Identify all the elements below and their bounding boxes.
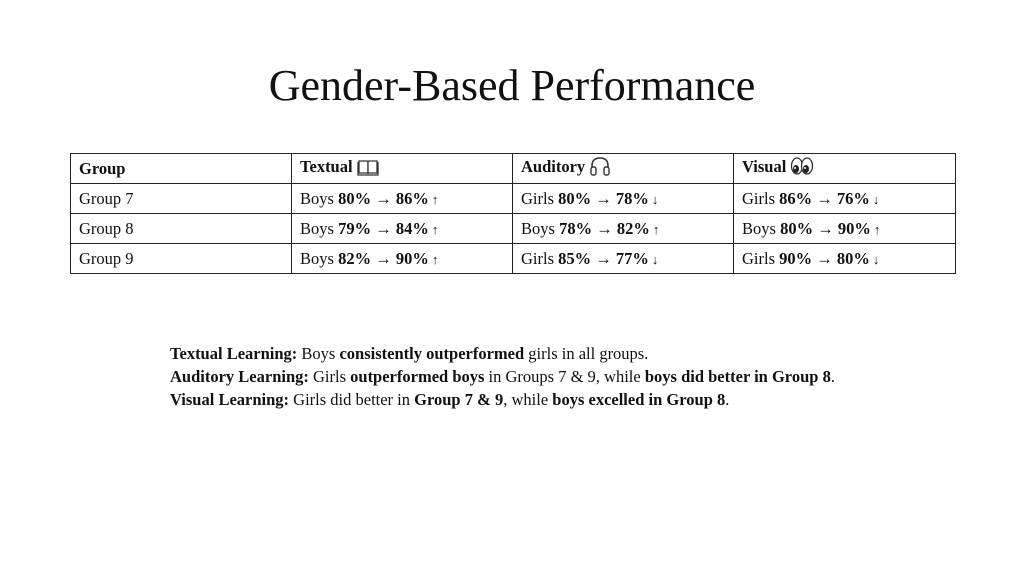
note-auditory: Auditory Learning: Girls outperformed bo… <box>170 365 860 388</box>
cell-visual: Girls 90% → 80% ↓ <box>733 243 956 274</box>
cell-textual: Boys 80% → 86% ↑ <box>291 183 513 214</box>
trend-icon: ↑ <box>652 221 660 237</box>
note-emphasis: consistently outperformed <box>339 344 525 363</box>
eyes-icon <box>790 156 814 181</box>
header-group-label: Group <box>79 158 126 178</box>
cell-change: 79% → 84% <box>338 218 429 238</box>
slide-title: Gender-Based Performance <box>268 61 756 110</box>
trend-icon: ↑ <box>431 221 439 237</box>
cell-change: 80% → 90% <box>780 218 871 238</box>
header-auditory-label: Auditory <box>521 157 586 176</box>
row-group-label: Group 7 <box>70 183 292 214</box>
trend-icon: ↓ <box>872 191 880 207</box>
note-text: Boys <box>301 344 336 363</box>
cell-change: 78% → 82% <box>559 218 650 238</box>
note-textual: Textual Learning: Boys consistently outp… <box>170 342 860 365</box>
note-text: . <box>830 367 835 386</box>
trend-icon: ↓ <box>872 251 880 267</box>
header-textual-label: Textual <box>300 156 353 176</box>
table-row: Group 7 Boys 80% → 86% ↑ Girls 80% → 78% ↓… <box>70 183 956 214</box>
trend-icon: ↓ <box>651 251 659 267</box>
cell-gender: Boys <box>742 218 776 238</box>
note-text: Girls <box>313 367 347 386</box>
note-text: Girls did better in <box>293 390 411 409</box>
cell-change: 85% → 77% <box>558 248 649 268</box>
cell-gender: Girls <box>521 188 554 208</box>
note-text: in Groups 7 & 9, while <box>488 367 641 386</box>
note-text: , while <box>503 390 549 409</box>
cell-textual: Boys 79% → 84% ↑ <box>291 213 513 244</box>
performance-table: Group Textual Auditory Visual Group 7 Bo… <box>70 153 956 274</box>
book-icon <box>356 158 379 181</box>
headphones-icon <box>589 156 611 181</box>
note-text: girls in all groups. <box>528 344 649 363</box>
header-auditory: Auditory <box>512 153 734 184</box>
cell-gender: Girls <box>521 248 554 268</box>
row-group-label: Group 9 <box>70 243 292 274</box>
note-label: Visual Learning: <box>170 390 290 409</box>
summary-notes: Textual Learning: Boys consistently outp… <box>170 342 860 411</box>
note-label: Textual Learning: <box>170 344 298 363</box>
note-label: Auditory Learning: <box>170 367 309 386</box>
table-row: Group 9 Boys 82% → 90% ↑ Girls 85% → 77% ↓… <box>70 243 956 274</box>
note-text: . <box>725 390 730 409</box>
cell-change: 80% → 78% <box>558 188 649 208</box>
cell-gender: Boys <box>300 188 334 208</box>
note-emphasis: Group 7 & 9 <box>414 390 504 409</box>
cell-auditory: Boys 78% → 82% ↑ <box>512 213 734 244</box>
cell-change: 86% → 76% <box>779 188 870 208</box>
cell-change: 80% → 86% <box>338 188 429 208</box>
table-row: Group 8 Boys 79% → 84% ↑ Boys 78% → 82% ↑ … <box>70 213 956 244</box>
note-emphasis: outperformed boys <box>350 367 485 386</box>
header-textual: Textual <box>291 153 513 184</box>
cell-gender: Girls <box>742 188 775 208</box>
trend-icon: ↑ <box>431 191 439 207</box>
header-visual-label: Visual <box>742 157 787 176</box>
row-group-label: Group 8 <box>70 213 292 244</box>
cell-textual: Boys 82% → 90% ↑ <box>291 243 513 274</box>
cell-auditory: Girls 85% → 77% ↓ <box>512 243 734 274</box>
note-emphasis: boys did better in Group 8 <box>644 367 831 386</box>
cell-gender: Boys <box>300 248 334 268</box>
cell-change: 90% → 80% <box>779 248 870 268</box>
cell-change: 82% → 90% <box>338 248 429 268</box>
cell-visual: Girls 86% → 76% ↓ <box>733 183 956 214</box>
trend-icon: ↓ <box>651 191 659 207</box>
header-group: Group <box>70 153 292 184</box>
cell-auditory: Girls 80% → 78% ↓ <box>512 183 734 214</box>
cell-visual: Boys 80% → 90% ↑ <box>733 213 956 244</box>
table-header-row: Group Textual Auditory Visual <box>70 153 956 184</box>
note-emphasis: boys excelled in Group 8 <box>552 390 726 409</box>
header-visual: Visual <box>733 153 956 184</box>
trend-icon: ↑ <box>431 251 439 267</box>
cell-gender: Boys <box>521 218 555 238</box>
cell-gender: Girls <box>742 248 775 268</box>
trend-icon: ↑ <box>873 221 881 237</box>
cell-gender: Boys <box>300 218 334 238</box>
note-visual: Visual Learning: Girls did better in Gro… <box>170 388 860 411</box>
